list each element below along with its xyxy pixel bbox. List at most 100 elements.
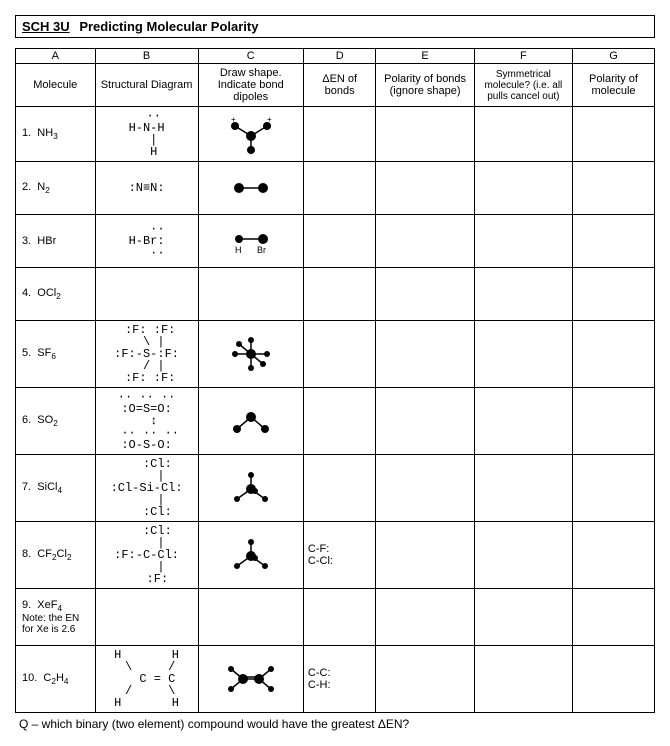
molecule-cell: 1. NH3 bbox=[16, 107, 96, 162]
cell-f bbox=[474, 646, 572, 713]
col-letter: A bbox=[16, 49, 96, 64]
col-letter: G bbox=[573, 49, 655, 64]
molecule-cell: 2. N2 bbox=[16, 162, 96, 215]
molecule-cell: 6. SO2 bbox=[16, 388, 96, 455]
structural-diagram-cell: :N≡N: bbox=[95, 162, 198, 215]
structural-diagram-cell: :Cl: | :F:-C-Cl: | :F: bbox=[95, 522, 198, 589]
shape-cell: ++ bbox=[198, 107, 303, 162]
svg-text:+: + bbox=[267, 115, 272, 124]
molecule-cell: 7. SiCl4 bbox=[16, 455, 96, 522]
cell-e bbox=[376, 522, 474, 589]
cell-g bbox=[573, 268, 655, 321]
delta-en-cell bbox=[303, 589, 376, 646]
structural-diagram-cell: :Cl: | :Cl-Si-Cl: | :Cl: bbox=[95, 455, 198, 522]
col-letter: B bbox=[95, 49, 198, 64]
shape-cell bbox=[198, 268, 303, 321]
col-letter: E bbox=[376, 49, 474, 64]
svg-text:+: + bbox=[231, 115, 236, 124]
molecule-cell: 9. XeF4Note: the EN for Xe is 2.6 bbox=[16, 589, 96, 646]
column-letter-row: ABCDEFG bbox=[16, 49, 655, 64]
col-header: Molecule bbox=[16, 64, 96, 107]
shape-cell bbox=[198, 388, 303, 455]
delta-en-cell bbox=[303, 321, 376, 388]
col-header: ΔEN of bonds bbox=[303, 64, 376, 107]
shape-cell bbox=[198, 589, 303, 646]
svg-text:Br: Br bbox=[257, 245, 266, 255]
structural-diagram-cell: ·· H-Br: ·· bbox=[95, 215, 198, 268]
molecule-cell: 4. OCl2 bbox=[16, 268, 96, 321]
delta-en-cell bbox=[303, 268, 376, 321]
molecule-cell: 8. CF2Cl2 bbox=[16, 522, 96, 589]
cell-f bbox=[474, 589, 572, 646]
structural-diagram-cell: H H \ / C = C / \ H H bbox=[95, 646, 198, 713]
cell-e bbox=[376, 268, 474, 321]
delta-en-cell bbox=[303, 455, 376, 522]
cell-f bbox=[474, 455, 572, 522]
table-row: 8. CF2Cl2 :Cl: | :F:-C-Cl: | :F:C-F: C-C… bbox=[16, 522, 655, 589]
polarity-table: ABCDEFG MoleculeStructural DiagramDraw s… bbox=[15, 48, 655, 713]
shape-cell: H Br bbox=[198, 215, 303, 268]
cell-g bbox=[573, 162, 655, 215]
cell-g bbox=[573, 455, 655, 522]
col-letter: C bbox=[198, 49, 303, 64]
table-row: 1. NH3 ·· H-N-H | H++ bbox=[16, 107, 655, 162]
cell-g bbox=[573, 107, 655, 162]
table-row: 10. C2H4H H \ / C = C / \ H H C-C: C-H: bbox=[16, 646, 655, 713]
shape-cell bbox=[198, 455, 303, 522]
col-header: Polarity of bonds (ignore shape) bbox=[376, 64, 474, 107]
cell-e bbox=[376, 162, 474, 215]
molecule-cell: 10. C2H4 bbox=[16, 646, 96, 713]
shape-cell bbox=[198, 162, 303, 215]
cell-e bbox=[376, 589, 474, 646]
footer-question: Q – which binary (two element) compound … bbox=[19, 717, 655, 731]
cell-g bbox=[573, 215, 655, 268]
cell-f bbox=[474, 321, 572, 388]
molecule-cell: 5. SF6 bbox=[16, 321, 96, 388]
table-body: 1. NH3 ·· H-N-H | H++2. N2:N≡N:3. HBr ··… bbox=[16, 107, 655, 713]
delta-en-cell bbox=[303, 162, 376, 215]
delta-en-cell bbox=[303, 215, 376, 268]
cell-f bbox=[474, 162, 572, 215]
cell-e bbox=[376, 321, 474, 388]
column-header-row: MoleculeStructural DiagramDraw shape. In… bbox=[16, 64, 655, 107]
structural-diagram-cell: :F: :F: \ | :F:-S-:F: / | :F: :F: bbox=[95, 321, 198, 388]
cell-g bbox=[573, 646, 655, 713]
title-bar: SCH 3U Predicting Molecular Polarity bbox=[15, 15, 655, 38]
col-header: Symmetrical molecule? (i.e. all pulls ca… bbox=[474, 64, 572, 107]
cell-f bbox=[474, 107, 572, 162]
cell-e bbox=[376, 215, 474, 268]
table-row: 7. SiCl4 :Cl: | :Cl-Si-Cl: | :Cl: bbox=[16, 455, 655, 522]
cell-e bbox=[376, 455, 474, 522]
structural-diagram-cell: ·· ·· ·· :O=S=O: ↕ ·· ·· ·· :O-S-O: bbox=[95, 388, 198, 455]
delta-en-cell bbox=[303, 388, 376, 455]
table-row: 4. OCl2 bbox=[16, 268, 655, 321]
col-letter: F bbox=[474, 49, 572, 64]
cell-g bbox=[573, 589, 655, 646]
table-row: 5. SF6 :F: :F: \ | :F:-S-:F: / | :F: :F: bbox=[16, 321, 655, 388]
svg-text:H: H bbox=[235, 245, 242, 255]
col-header: Draw shape. Indicate bond dipoles bbox=[198, 64, 303, 107]
shape-cell bbox=[198, 522, 303, 589]
delta-en-cell bbox=[303, 107, 376, 162]
cell-g bbox=[573, 522, 655, 589]
col-header: Structural Diagram bbox=[95, 64, 198, 107]
cell-f bbox=[474, 215, 572, 268]
cell-f bbox=[474, 522, 572, 589]
table-row: 3. HBr ·· H-Br: ·· H Br bbox=[16, 215, 655, 268]
structural-diagram-cell bbox=[95, 268, 198, 321]
table-row: 9. XeF4Note: the EN for Xe is 2.6 bbox=[16, 589, 655, 646]
molecule-cell: 3. HBr bbox=[16, 215, 96, 268]
shape-cell bbox=[198, 321, 303, 388]
course-code: SCH 3U bbox=[22, 19, 70, 34]
col-letter: D bbox=[303, 49, 376, 64]
delta-en-cell: C-C: C-H: bbox=[303, 646, 376, 713]
cell-f bbox=[474, 268, 572, 321]
cell-g bbox=[573, 388, 655, 455]
cell-e bbox=[376, 388, 474, 455]
cell-g bbox=[573, 321, 655, 388]
cell-f bbox=[474, 388, 572, 455]
col-header: Polarity of molecule bbox=[573, 64, 655, 107]
cell-e bbox=[376, 646, 474, 713]
table-row: 2. N2:N≡N: bbox=[16, 162, 655, 215]
structural-diagram-cell: ·· H-N-H | H bbox=[95, 107, 198, 162]
